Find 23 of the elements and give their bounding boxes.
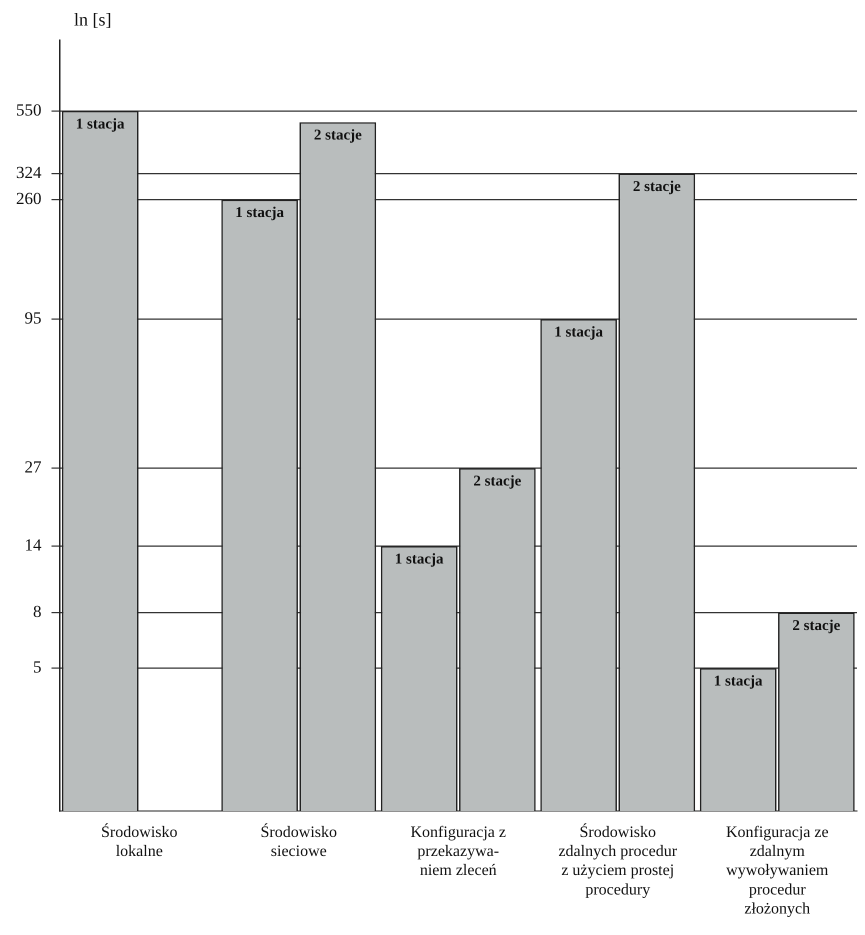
y-axis-title: ln [s] — [74, 10, 112, 30]
text: 1 stacja — [76, 116, 125, 132]
text: 1 stacja — [554, 324, 604, 340]
text: 1 stacja — [714, 674, 763, 690]
text: 1 stacja — [394, 552, 444, 568]
x-tick-label: Środowisko sieciowe — [260, 822, 337, 860]
x-tick-label: Środowisko zdalnych procedur z użyciem prostej procedury — [558, 822, 678, 898]
x-tick-label: Konfiguracja ze zdalnym wywoływaniem procedur złożonych — [726, 824, 829, 918]
y-tick-label: 95 — [24, 308, 42, 328]
y-tick-label: 324 — [16, 163, 42, 182]
text: 2 stacje — [632, 179, 681, 196]
y-tick-label: 14 — [24, 536, 42, 555]
y-tick-label: 5 — [33, 658, 42, 677]
series-label: 2 stacje — [314, 128, 362, 144]
y-tick-label: 27 — [24, 458, 42, 477]
y-tick-label: 550 — [16, 100, 42, 120]
series-label: 1 stacja — [235, 205, 285, 222]
y-tick-label: 260 — [16, 189, 42, 208]
x-tick-label: Środowisko lokalne — [101, 822, 178, 860]
x-tick-label: Konfiguracja z przekazywa- niem zleceń — [410, 824, 506, 880]
y-tick-label: 8 — [33, 602, 42, 621]
text: 2 stacje — [792, 618, 840, 634]
text: 2 stacje — [473, 474, 522, 490]
